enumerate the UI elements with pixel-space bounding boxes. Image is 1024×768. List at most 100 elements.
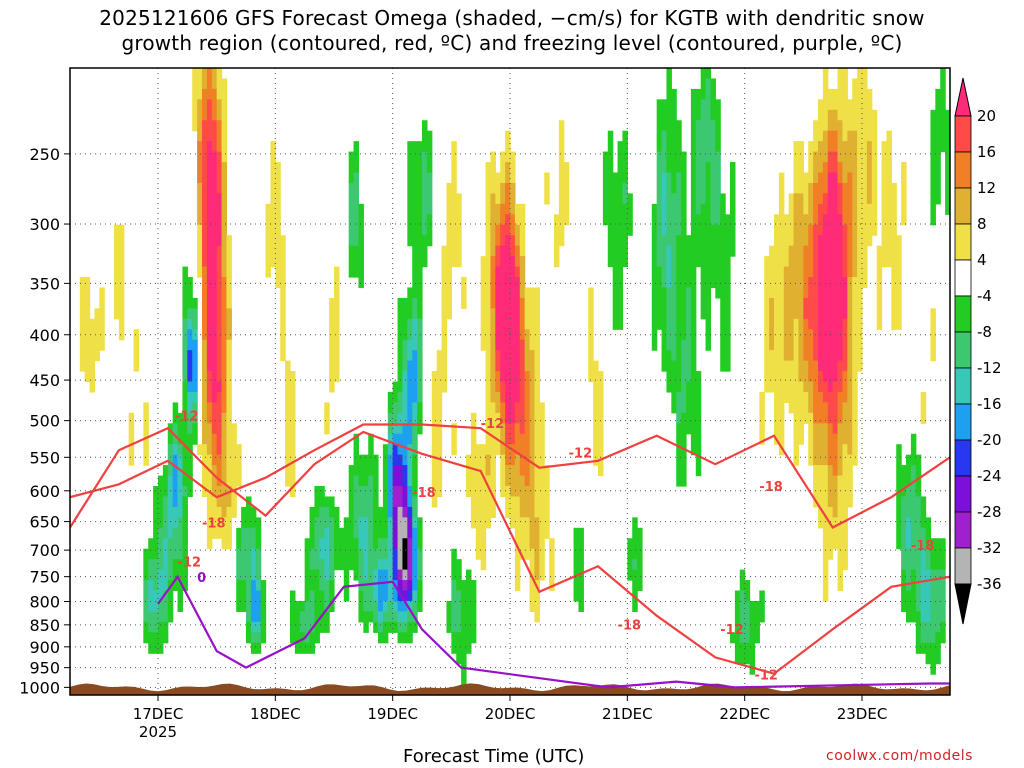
omega-cell: [803, 297, 809, 320]
omega-cell: [378, 559, 384, 571]
omega-cell: [832, 88, 839, 111]
omega-cell: [539, 402, 545, 581]
omega-cell: [866, 203, 873, 247]
omega-cell: [304, 600, 311, 644]
omega-cell: [832, 109, 839, 132]
omega-cell: [495, 412, 501, 456]
omega-cell: [392, 423, 399, 435]
omega-cell: [392, 433, 399, 445]
omega-cell: [314, 569, 320, 644]
omega-cell: [847, 277, 853, 456]
omega-cell: [510, 256, 516, 424]
omega-cell: [153, 632, 159, 654]
omega-cell: [382, 569, 389, 602]
omega-cell: [690, 88, 697, 456]
omega-cell: [451, 548, 457, 581]
omega-cell: [192, 423, 198, 445]
omega-cell: [402, 590, 408, 602]
omega-cell: [808, 141, 814, 184]
omega-cell: [798, 381, 804, 445]
omega-cell: [246, 527, 252, 623]
omega-cell: [842, 224, 848, 278]
omega-cell: [309, 632, 316, 654]
chart-title-line-1: 2025121606 GFS Forecast Omega (shaded, −…: [99, 6, 925, 30]
omega-cell: [632, 559, 638, 571]
omega-cell: [382, 444, 389, 539]
omega-cell: [197, 444, 203, 456]
omega-cell: [842, 402, 848, 445]
omega-cell: [906, 548, 912, 592]
omega-cell: [246, 496, 252, 529]
omega-cell: [832, 475, 839, 518]
omega-cell: [392, 621, 399, 633]
omega-cell: [666, 68, 672, 174]
omega-cell: [524, 517, 531, 560]
omega-cell: [778, 172, 785, 456]
chart-title: 2025121606 GFS Forecast Omega (shaded, −…: [0, 6, 1024, 56]
omega-cell: [241, 527, 247, 581]
omega-cell: [412, 402, 418, 424]
omega-cell: [514, 277, 521, 403]
omega-cell: [920, 391, 927, 424]
omega-cell: [192, 308, 198, 330]
omega-cell: [505, 130, 511, 163]
omega-cell: [426, 214, 433, 247]
omega-cell: [373, 600, 379, 623]
omega-cell: [910, 569, 917, 623]
omega-cell: [417, 141, 423, 320]
omega-cell: [485, 475, 492, 529]
omega-cell: [407, 444, 413, 487]
omega-cell: [783, 360, 790, 403]
omega-cell: [544, 172, 550, 205]
omega-cell: [891, 182, 897, 330]
omega-cell: [397, 600, 404, 612]
omega-cell: [495, 172, 501, 205]
omega-cell: [387, 454, 394, 518]
colorbar-label: -16: [977, 395, 1002, 413]
omega-cell: [681, 151, 687, 341]
y-tick-label: 1000: [19, 678, 60, 697]
omega-cell: [451, 580, 457, 633]
omega-cell: [407, 600, 413, 612]
omega-cell: [358, 486, 364, 518]
colorbar-swatch: [954, 223, 972, 261]
omega-cell: [500, 381, 506, 403]
omega-cell: [148, 580, 154, 612]
omega-cell: [827, 151, 834, 174]
omega-cell: [211, 496, 218, 539]
omega-cell: [187, 391, 193, 414]
omega-cell: [695, 371, 702, 477]
omega-cell: [519, 475, 526, 518]
omega-cell: [280, 235, 286, 362]
omega-cell: [226, 506, 232, 550]
omega-cell: [818, 371, 824, 393]
omega-cell: [798, 193, 804, 383]
omega-cell: [319, 486, 325, 508]
omega-cell: [827, 506, 834, 560]
omega-cell: [407, 590, 413, 602]
omega-cell: [402, 423, 408, 466]
omega-cell: [324, 496, 330, 508]
omega-cell: [211, 433, 218, 466]
omega-cell: [808, 329, 814, 383]
omega-cell: [930, 308, 936, 362]
omega-cell: [412, 141, 418, 299]
omega-cell: [686, 287, 692, 383]
omega-cell: [226, 308, 232, 341]
omega-cell: [558, 120, 565, 247]
omega-cell: [495, 203, 501, 226]
omega-cell: [392, 402, 399, 424]
omega-cell: [182, 266, 188, 320]
omega-cell: [935, 569, 941, 633]
omega-cell: [397, 391, 404, 414]
omega-cell: [847, 99, 853, 132]
credit-link[interactable]: coolwx.com/models: [826, 748, 973, 764]
omega-cell: [255, 517, 262, 550]
omega-cell: [407, 506, 413, 518]
omega-cell: [534, 580, 540, 623]
omega-cell: [456, 193, 462, 268]
dgz-upper-contour: [70, 423, 950, 529]
omega-cell: [94, 308, 100, 362]
omega-cell: [221, 412, 228, 518]
omega-cell: [710, 120, 716, 226]
